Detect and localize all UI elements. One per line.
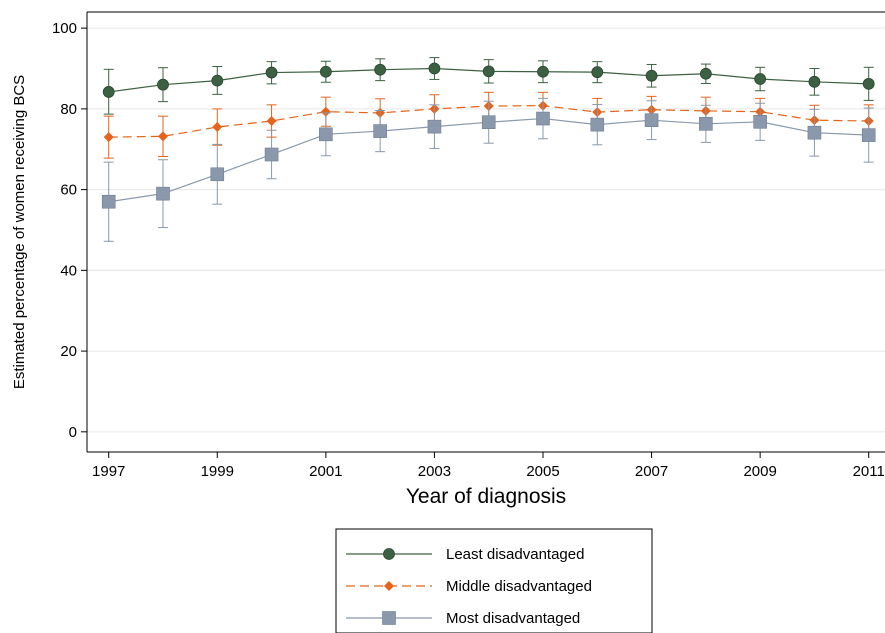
data-point bbox=[101, 194, 116, 209]
data-point bbox=[210, 167, 225, 182]
data-point bbox=[482, 65, 495, 78]
x-tick-label: 1997 bbox=[92, 463, 125, 480]
data-point bbox=[481, 115, 496, 130]
legend-label: Least disadvantaged bbox=[446, 546, 584, 563]
data-point bbox=[212, 122, 223, 133]
y-tick-label: 40 bbox=[60, 262, 77, 279]
x-tick-label: 2009 bbox=[743, 463, 776, 480]
data-point bbox=[157, 78, 169, 91]
data-point bbox=[754, 73, 767, 85]
y-tick-label: 0 bbox=[69, 424, 77, 441]
data-point bbox=[103, 132, 114, 143]
y-tick-label: 100 bbox=[52, 20, 77, 37]
x-axis-title: Year of diagnosis bbox=[406, 485, 566, 508]
data-point bbox=[156, 186, 170, 201]
data-point bbox=[699, 117, 713, 131]
data-point bbox=[591, 66, 604, 79]
y-tick-label: 20 bbox=[60, 343, 77, 360]
data-point bbox=[319, 127, 333, 142]
data-point bbox=[158, 131, 168, 142]
data-point bbox=[807, 125, 822, 140]
series-layer bbox=[101, 57, 876, 242]
x-tick-label: 1999 bbox=[201, 463, 234, 480]
y-tick-label: 60 bbox=[60, 182, 77, 199]
data-point bbox=[428, 62, 441, 75]
data-point bbox=[753, 114, 767, 129]
x-tick-label: 2005 bbox=[526, 463, 559, 480]
data-point bbox=[266, 115, 277, 126]
legend-label: Middle disadvantaged bbox=[446, 578, 592, 595]
y-tick-label: 80 bbox=[60, 101, 77, 118]
data-point bbox=[265, 66, 278, 79]
data-point bbox=[320, 106, 331, 117]
legend-marker bbox=[384, 581, 394, 591]
data-point bbox=[536, 111, 550, 126]
legend-items: Least disadvantaged Middle disadvantaged M… bbox=[346, 546, 592, 627]
data-point bbox=[319, 65, 332, 78]
data-point bbox=[590, 117, 605, 132]
data-point bbox=[264, 147, 279, 162]
data-point bbox=[808, 75, 821, 88]
x-axis-ticks: 1997 1999 2001 2003 2005 2007 2009 2011 bbox=[92, 452, 885, 480]
x-tick-label: 2003 bbox=[418, 463, 451, 480]
data-point bbox=[699, 67, 712, 80]
data-point bbox=[211, 74, 224, 87]
data-point bbox=[644, 113, 659, 127]
x-tick-label: 2001 bbox=[309, 463, 342, 480]
series-3 bbox=[101, 97, 876, 242]
x-tick-label: 2007 bbox=[635, 463, 668, 480]
y-axis-title: Estimated percentage of women receiving … bbox=[11, 75, 28, 389]
legend-label: Most disadvantaged bbox=[446, 610, 580, 627]
data-point bbox=[427, 119, 442, 134]
legend: Least disadvantaged Middle disadvantaged M… bbox=[335, 528, 653, 633]
legend-marker bbox=[382, 611, 396, 625]
data-point bbox=[862, 77, 875, 90]
series-1 bbox=[102, 57, 875, 115]
legend-marker bbox=[383, 548, 395, 560]
data-point bbox=[645, 69, 658, 82]
grid-lines bbox=[87, 27, 885, 433]
data-point bbox=[537, 65, 549, 78]
data-point bbox=[373, 124, 387, 138]
data-point bbox=[861, 128, 876, 142]
y-axis-ticks: 0 20 40 60 80 100 bbox=[52, 20, 87, 441]
x-tick-label: 2011 bbox=[853, 463, 885, 480]
data-point bbox=[374, 63, 387, 76]
data-point bbox=[102, 86, 115, 98]
